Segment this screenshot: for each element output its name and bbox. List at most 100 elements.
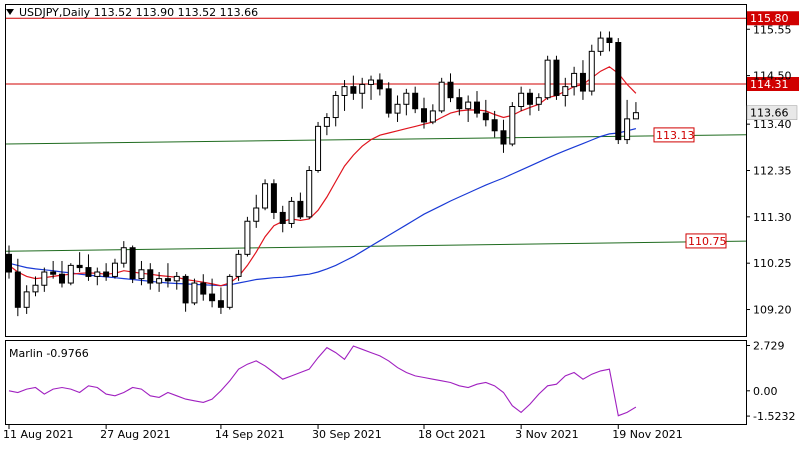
candle [359, 77, 366, 109]
bullish-candle-body [624, 118, 631, 141]
candle [526, 88, 533, 116]
bullish-candle-body [632, 112, 639, 120]
bearish-candle-body [217, 300, 224, 308]
candle [350, 75, 357, 100]
bullish-candle-body [138, 269, 145, 280]
bearish-candle-body [491, 119, 498, 132]
bearish-candle-body [270, 183, 277, 213]
price-tick-label: 115.55 [753, 23, 792, 36]
candle [632, 102, 639, 120]
candle [385, 82, 392, 118]
candle [535, 93, 542, 111]
candle [279, 205, 286, 233]
candle [456, 88, 463, 116]
candle [288, 196, 295, 228]
oscillator-tick-label: 0.00 [753, 385, 778, 398]
bearish-candle-body [129, 247, 136, 280]
candle [544, 55, 551, 100]
candles-layer [6, 31, 639, 317]
candle [67, 263, 74, 286]
bullish-candle-body [544, 59, 551, 99]
candle [332, 91, 339, 127]
candle [14, 258, 21, 317]
bullish-candle-body [403, 92, 410, 105]
bullish-candle-body [235, 253, 242, 277]
candle [438, 77, 445, 114]
bullish-candle-body [465, 101, 472, 110]
candle [200, 274, 207, 301]
bullish-candle-body [156, 278, 163, 284]
candle [341, 80, 348, 111]
bullish-candle-body [306, 170, 313, 218]
candle [32, 276, 39, 297]
bullish-candle-body [111, 262, 118, 277]
candle [41, 267, 48, 292]
trend-level-label: 113.13 [656, 129, 695, 142]
bullish-candle-body [32, 284, 39, 293]
candle [403, 88, 410, 116]
bearish-candle-body [526, 92, 533, 105]
triangle-down-icon[interactable] [6, 9, 14, 15]
indicator-label: Marlin -0.9766 [9, 347, 89, 360]
bullish-candle-body [394, 103, 401, 114]
bullish-candle-body [359, 83, 366, 94]
oscillator-tick-label: 2.729 [753, 339, 785, 352]
candle [138, 260, 145, 286]
trend-level-line [5, 240, 747, 252]
candle [562, 77, 569, 107]
candle [315, 121, 322, 173]
candle [376, 73, 383, 96]
candle [518, 86, 525, 111]
candle [50, 260, 57, 279]
bullish-candle-body [332, 94, 339, 119]
candle [624, 99, 631, 145]
candle [323, 113, 330, 136]
candle [23, 285, 30, 314]
time-tick-label: 30 Sep 2021 [312, 428, 382, 441]
bullish-candle-body [562, 86, 569, 96]
bullish-candle-body [244, 220, 251, 255]
candle [579, 60, 586, 100]
bearish-candle-body [164, 278, 171, 282]
candle [368, 75, 375, 100]
price-tick-label: 113.40 [753, 118, 792, 131]
time-tick-label: 14 Sep 2021 [215, 428, 285, 441]
trend-level-line [5, 134, 747, 145]
time-tick-label: 19 Nov 2021 [612, 428, 682, 441]
candle [491, 110, 498, 138]
candle [571, 66, 578, 96]
bearish-candle-body [279, 211, 286, 224]
bullish-candle-body [288, 200, 295, 224]
candle [164, 263, 171, 288]
bullish-candle-body [518, 92, 525, 108]
price-tick-label: 112.35 [753, 165, 792, 178]
time-tick-label: 3 Nov 2021 [515, 428, 578, 441]
bullish-candle-body [23, 291, 30, 308]
candle [615, 38, 622, 145]
bullish-candle-body [341, 86, 348, 96]
bearish-candle-body [500, 130, 507, 145]
bearish-candle-body [412, 92, 419, 110]
red-moving-average [8, 66, 637, 287]
bearish-candle-body [482, 112, 489, 121]
bullish-candle-body [315, 125, 322, 172]
candle [597, 31, 604, 56]
levels-layer: 115.80 114.31 113.13 110.75 [5, 11, 799, 252]
candle [500, 119, 507, 153]
bullish-candle-body [571, 72, 578, 88]
bullish-candle-body [588, 50, 595, 92]
candle [226, 274, 233, 310]
bearish-candle-body [615, 42, 622, 141]
bearish-candle-body [182, 275, 189, 304]
bearish-candle-body [473, 101, 480, 114]
candle [244, 216, 251, 257]
time-axis: 11 Aug 2021 27 Aug 2021 14 Sep 2021 30 Sep … [3, 424, 683, 441]
time-tick-label: 18 Oct 2021 [418, 428, 486, 441]
indicator-panel-frame [5, 340, 747, 425]
level-label-box [747, 76, 799, 91]
bearish-candle-body [579, 72, 586, 92]
bullish-candle-body [323, 117, 330, 127]
bullish-candle-body [253, 207, 260, 222]
candle [465, 95, 472, 122]
